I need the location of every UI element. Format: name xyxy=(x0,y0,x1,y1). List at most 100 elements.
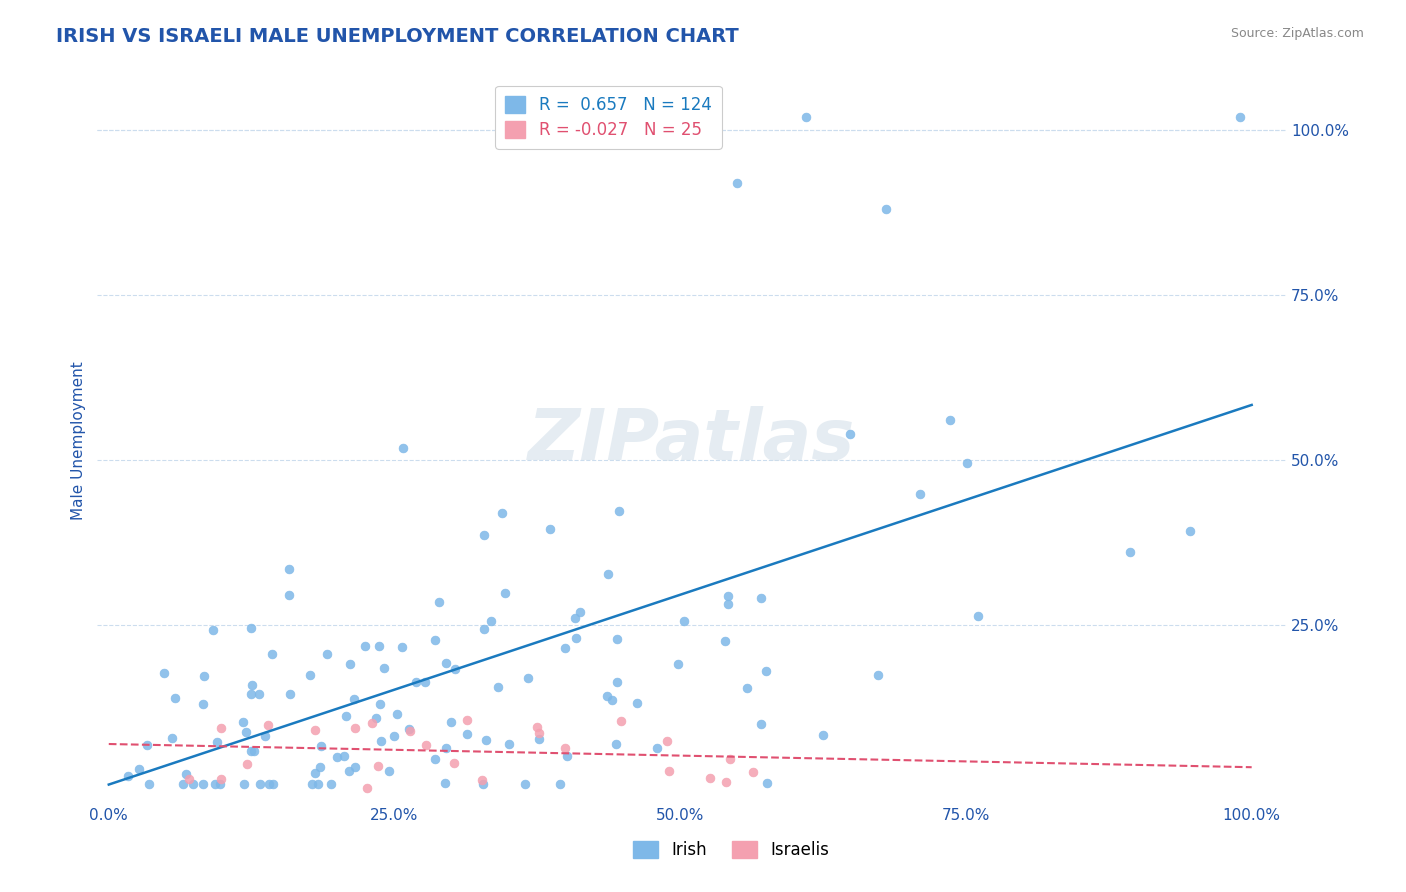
Point xyxy=(672,615,695,629)
Point xyxy=(240,678,263,692)
Point xyxy=(343,692,366,706)
Point xyxy=(434,776,457,790)
Point xyxy=(385,706,408,721)
Point xyxy=(645,741,668,756)
Point xyxy=(717,589,740,603)
Point xyxy=(278,588,301,602)
Point xyxy=(434,741,457,756)
Point xyxy=(202,623,225,637)
Point xyxy=(548,777,571,791)
Point xyxy=(479,614,502,628)
Point xyxy=(204,777,226,791)
Point xyxy=(527,731,550,746)
Point xyxy=(868,668,890,682)
Point xyxy=(605,737,627,751)
Point xyxy=(749,717,772,731)
Point xyxy=(718,752,741,766)
Y-axis label: Male Unemployment: Male Unemployment xyxy=(72,361,86,520)
Point xyxy=(486,680,509,694)
Point xyxy=(304,766,326,780)
Point xyxy=(298,667,321,681)
Point xyxy=(232,777,254,791)
Point xyxy=(526,720,548,734)
Point xyxy=(657,734,679,748)
Point xyxy=(578,123,600,137)
Point xyxy=(254,730,277,744)
Point xyxy=(239,621,262,635)
Point xyxy=(555,748,578,763)
Point xyxy=(966,608,988,623)
Point xyxy=(714,774,737,789)
Point xyxy=(475,733,498,747)
Point xyxy=(356,780,378,795)
Point xyxy=(399,724,422,739)
Point xyxy=(554,741,576,756)
Point xyxy=(472,622,495,636)
Point xyxy=(257,718,280,732)
Point xyxy=(361,716,384,731)
Point xyxy=(811,728,834,742)
Point xyxy=(128,762,150,776)
Point xyxy=(666,657,689,672)
Point xyxy=(368,697,391,711)
Point xyxy=(138,777,160,791)
Point xyxy=(515,777,537,791)
Point xyxy=(440,715,463,730)
Point xyxy=(423,752,446,766)
Point xyxy=(247,687,270,701)
Point xyxy=(280,687,302,701)
Point xyxy=(339,657,361,672)
Point xyxy=(392,442,415,456)
Point xyxy=(717,597,740,611)
Point xyxy=(755,665,778,679)
Point xyxy=(370,733,392,747)
Point xyxy=(751,591,773,605)
Point xyxy=(239,687,262,701)
Legend: Irish, Israelis: Irish, Israelis xyxy=(626,834,837,866)
Point xyxy=(262,777,284,791)
Point xyxy=(538,522,561,536)
Point xyxy=(516,671,538,685)
Point xyxy=(714,634,737,648)
Point xyxy=(1178,524,1201,538)
Point xyxy=(610,714,633,728)
Point xyxy=(423,633,446,648)
Point xyxy=(735,681,758,695)
Point xyxy=(470,773,492,788)
Point xyxy=(232,715,254,730)
Point xyxy=(162,731,184,746)
Point xyxy=(209,721,232,735)
Point xyxy=(337,764,360,778)
Point xyxy=(742,765,765,780)
Point xyxy=(193,669,215,683)
Point xyxy=(240,744,263,758)
Point xyxy=(209,772,232,787)
Point xyxy=(278,562,301,576)
Point xyxy=(398,722,420,736)
Point xyxy=(235,724,257,739)
Point xyxy=(607,504,630,518)
Point xyxy=(596,690,619,704)
Point xyxy=(569,605,592,619)
Point xyxy=(554,640,576,655)
Point xyxy=(955,456,977,470)
Point xyxy=(472,777,495,791)
Point xyxy=(177,772,200,786)
Point xyxy=(243,744,266,758)
Point xyxy=(415,739,437,753)
Point xyxy=(176,766,198,780)
Point xyxy=(491,506,513,520)
Point xyxy=(434,656,457,670)
Point xyxy=(326,750,349,764)
Point xyxy=(794,110,817,124)
Point xyxy=(1229,110,1251,124)
Point xyxy=(257,776,280,790)
Point xyxy=(725,176,748,190)
Point xyxy=(699,772,721,786)
Point xyxy=(875,202,897,217)
Point xyxy=(205,735,228,749)
Point xyxy=(304,723,326,737)
Point xyxy=(596,566,619,581)
Point xyxy=(382,729,405,743)
Point xyxy=(443,756,465,771)
